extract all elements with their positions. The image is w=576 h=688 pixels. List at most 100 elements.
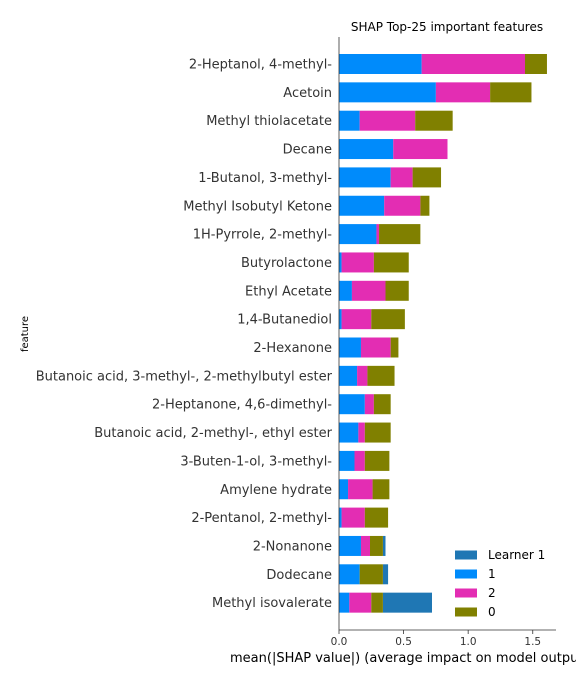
x-tick-label: 1.0 — [460, 636, 477, 648]
bar-segment-class-1 — [339, 450, 355, 471]
bar-segment-class-2 — [341, 252, 374, 273]
category-label: 3-Buten-1-ol, 3-methyl- — [180, 454, 332, 469]
bar-segment-class-2 — [360, 535, 370, 556]
bar-segment-class-1 — [339, 195, 385, 216]
category-label: 1,4-Butanediol — [237, 313, 332, 328]
category-label: 2-Heptanone, 4,6-dimethyl- — [152, 398, 332, 413]
bar-segment-class-0 — [364, 450, 390, 471]
bar-segment-class-2 — [435, 82, 491, 103]
category-label: Methyl Isobutyl Ketone — [183, 199, 332, 214]
bar-segment-class-1 — [339, 280, 352, 301]
category-label: Butanoic acid, 3-methyl-, 2-methylbutyl … — [36, 369, 333, 384]
bar-segment-class-2 — [349, 592, 372, 613]
bar-segment-class-2 — [357, 365, 368, 386]
category-label: Acetoin — [283, 86, 332, 101]
legend-label: 1 — [488, 567, 496, 581]
bar-segment-class-1 — [339, 139, 394, 160]
bar-segment-learner-1 — [382, 592, 432, 613]
bar-segment-class-1 — [339, 564, 360, 585]
x-tick-label: 0.5 — [395, 636, 412, 648]
category-labels: 2-Heptanol, 4-methyl- Acetoin Methyl thiol… — [36, 58, 333, 612]
bar-segment-class-1 — [339, 82, 436, 103]
legend-swatch — [455, 588, 477, 598]
bar-segment-class-0 — [371, 592, 383, 613]
bar-segment-class-2 — [384, 195, 421, 216]
bar-segment-class-0 — [367, 365, 395, 386]
category-label: Decane — [283, 143, 332, 158]
bar-segment-class-0 — [373, 252, 409, 273]
bar-segment-class-0 — [372, 479, 390, 500]
bar-segment-class-2 — [348, 479, 373, 500]
category-label: Ethyl Acetate — [245, 284, 332, 299]
bar-segment-class-0 — [415, 110, 453, 131]
bar-segment-learner-1 — [382, 564, 389, 585]
bar-segment-class-0 — [373, 394, 391, 415]
bar-segment-class-0 — [379, 224, 421, 245]
category-label: 2-Pentanol, 2-methyl- — [191, 511, 332, 526]
bar-segment-class-1 — [339, 394, 365, 415]
bar-segment-class-2 — [354, 450, 365, 471]
chart-title: SHAP Top-25 important features — [351, 20, 543, 34]
bar-segment-class-2 — [390, 167, 413, 188]
category-label: Butanoic acid, 2-methyl-, ethyl ester — [94, 426, 332, 441]
category-label: 2-Hexanone — [253, 341, 332, 356]
bar-segment-class-0 — [490, 82, 532, 103]
legend-swatch — [455, 607, 477, 617]
category-label: Methyl thiolacetate — [206, 114, 332, 129]
legend-swatch — [455, 550, 477, 560]
bar-segment-class-2 — [393, 139, 448, 160]
bar-segment-class-2 — [341, 507, 365, 528]
axes — [338, 37, 556, 631]
bar-segment-class-0 — [420, 195, 430, 216]
category-label: Dodecane — [266, 568, 332, 583]
bar-segment-class-1 — [339, 422, 359, 443]
bar-segment-class-1 — [339, 252, 342, 273]
bar-segment-class-1 — [339, 54, 422, 74]
x-tick-label: 0.0 — [331, 636, 348, 648]
bar-segment-class-1 — [339, 535, 361, 556]
bar-segment-class-2 — [359, 110, 416, 131]
category-label: 1-Butanol, 3-methyl- — [198, 171, 332, 186]
legend-label: 2 — [488, 586, 496, 600]
legend: Learner 1 1 2 0 — [455, 548, 545, 619]
bar-segment-class-2 — [341, 309, 372, 330]
bar-segment-class-0 — [364, 507, 389, 528]
legend-label: Learner 1 — [488, 548, 545, 562]
bar-segment-class-0 — [525, 54, 547, 74]
bar-segment-class-2 — [376, 224, 380, 245]
bar-segment-class-1 — [339, 110, 360, 131]
x-ticks: 0.0 0.5 1.0 1.5 — [331, 630, 541, 648]
bar-segment-class-1 — [339, 365, 358, 386]
bar-segment-class-0 — [412, 167, 442, 188]
bar-segment-class-1 — [339, 507, 342, 528]
x-axis-title: mean(|SHAP value|) (average impact on mo… — [230, 651, 576, 666]
bar-segment-class-0 — [364, 422, 391, 443]
bar-segment-class-2 — [360, 337, 391, 358]
bar-segment-class-1 — [339, 309, 342, 330]
legend-swatch — [455, 569, 477, 579]
category-label: 2-Heptanol, 4-methyl- — [189, 58, 332, 73]
bar-segment-class-0 — [371, 309, 405, 330]
bar-segment-class-1 — [339, 337, 361, 358]
bar-segment-class-0 — [390, 337, 399, 358]
bar-segment-class-1 — [339, 224, 377, 245]
bar-segment-class-1 — [339, 592, 350, 613]
bar-segment-class-0 — [385, 280, 409, 301]
legend-label: 0 — [488, 605, 496, 619]
bar-segment-class-2 — [364, 394, 374, 415]
category-label: Methyl isovalerate — [212, 596, 332, 611]
category-label: 1H-Pyrrole, 2-methyl- — [193, 228, 333, 243]
bar-segment-class-1 — [339, 167, 391, 188]
bars-layer — [339, 54, 547, 613]
bar-segment-class-2 — [358, 422, 365, 443]
bar-segment-class-0 — [370, 535, 383, 556]
bar-segment-class-0 — [359, 564, 383, 585]
bar-segment-class-2 — [351, 280, 386, 301]
category-label: 2-Nonanone — [253, 539, 332, 554]
category-label: Butyrolactone — [241, 256, 332, 271]
bar-segment-learner-1 — [382, 535, 386, 556]
y-axis-title: feature — [20, 316, 31, 352]
bar-segment-class-2 — [421, 54, 525, 74]
